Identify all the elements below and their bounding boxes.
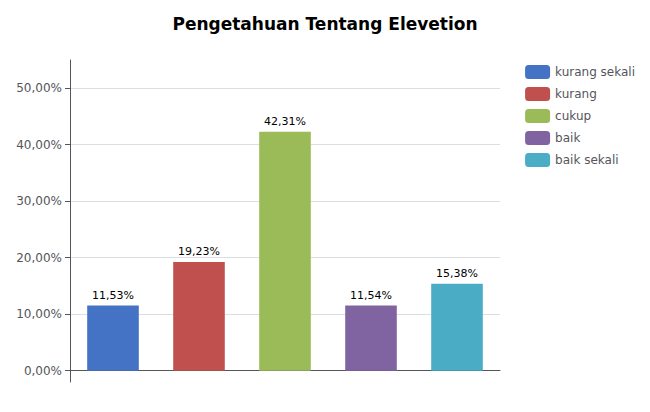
svg-text:42,31%: 42,31%	[264, 115, 306, 128]
svg-text:40,00%: 40,00%	[16, 138, 62, 152]
svg-text:0,00%: 0,00%	[24, 364, 62, 378]
svg-text:Pengetahuan Tentang Elevetion: Pengetahuan Tentang Elevetion	[172, 14, 477, 34]
svg-text:11,54%: 11,54%	[350, 289, 392, 302]
svg-text:baik: baik	[555, 131, 580, 145]
svg-text:kurang: kurang	[555, 87, 597, 101]
svg-text:30,00%: 30,00%	[16, 194, 62, 208]
svg-text:baik sekali: baik sekali	[555, 153, 618, 167]
svg-text:11,53%: 11,53%	[92, 289, 134, 302]
svg-text:20,00%: 20,00%	[16, 251, 62, 265]
svg-text:50,00%: 50,00%	[16, 81, 62, 95]
svg-text:10,00%: 10,00%	[16, 307, 62, 321]
svg-text:kurang sekali: kurang sekali	[555, 65, 635, 79]
svg-text:19,23%: 19,23%	[178, 245, 220, 258]
svg-text:cukup: cukup	[555, 109, 591, 123]
svg-text:15,38%: 15,38%	[436, 267, 478, 280]
